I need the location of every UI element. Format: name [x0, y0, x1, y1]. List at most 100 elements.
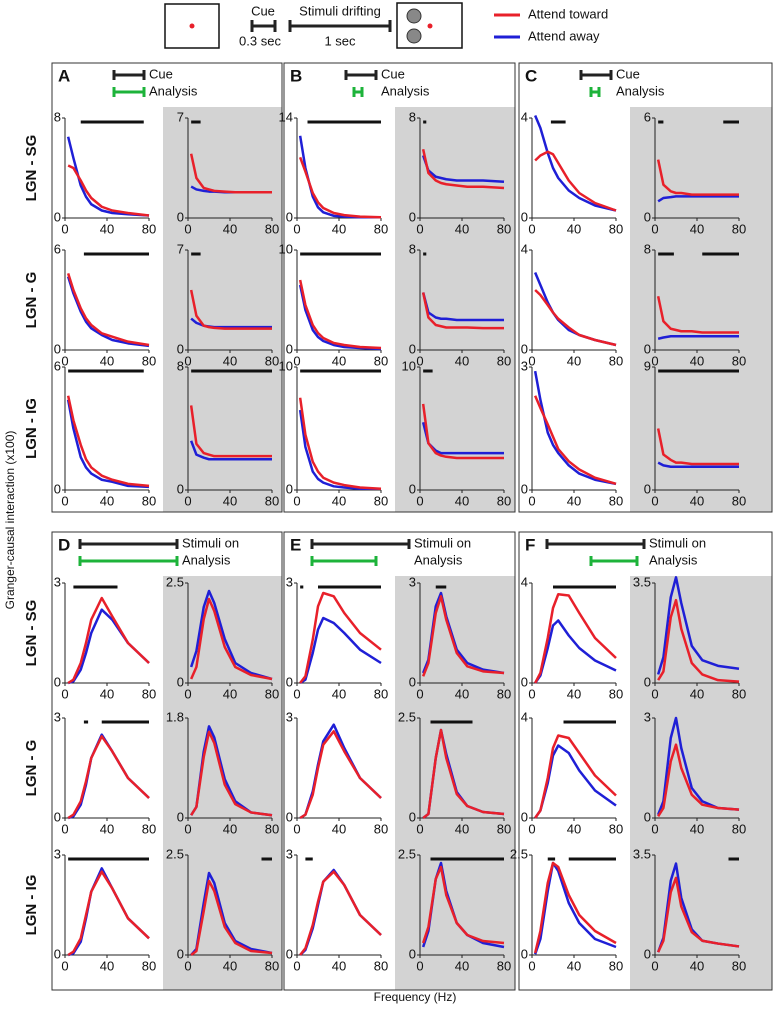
- x-tick-label: 80: [265, 353, 279, 368]
- y-tick-label: 0: [286, 209, 293, 224]
- spectrum-line: [656, 159, 739, 196]
- x-tick-label: 40: [100, 353, 114, 368]
- x-tick-label: 0: [528, 958, 535, 973]
- x-tick-label: 80: [609, 353, 623, 368]
- y-tick-label: 0: [644, 809, 651, 824]
- x-tick-label: 40: [690, 686, 704, 701]
- spectrum-line: [421, 403, 504, 460]
- y-tick-label: 3: [644, 709, 651, 724]
- x-tick-label: 0: [61, 821, 68, 836]
- x-tick-label: 40: [567, 821, 581, 836]
- spectrum-line: [298, 397, 382, 491]
- y-tick-label: 10: [279, 241, 293, 256]
- fixation-dot: [427, 23, 433, 29]
- y-tick-label: 0: [177, 341, 184, 356]
- spectrum-line: [66, 395, 150, 488]
- row-label: LGN - G: [23, 740, 40, 797]
- window-label: Stimuli on: [414, 535, 471, 550]
- x-tick-label: 80: [374, 821, 388, 836]
- grating: [406, 28, 422, 44]
- analysis-background: [630, 576, 772, 990]
- window-bar: [112, 87, 146, 97]
- x-tick-label: 40: [223, 353, 237, 368]
- panel-letter: C: [525, 66, 537, 85]
- spectrum-line: [298, 409, 381, 491]
- y-tick-label: 3: [286, 574, 293, 589]
- x-tick-label: 40: [332, 958, 346, 973]
- y-tick-label: 0: [409, 809, 416, 824]
- x-tick-label: 0: [61, 353, 68, 368]
- y-tick-label: 0: [409, 209, 416, 224]
- analysis-background: [630, 107, 772, 512]
- y-tick-label: 0: [286, 674, 293, 689]
- x-tick-label: 0: [651, 221, 658, 236]
- y-tick-label: 3: [54, 709, 61, 724]
- spectrum-line: [657, 195, 739, 203]
- row-label: LGN - SG: [23, 135, 40, 202]
- x-tick-label: 40: [332, 493, 346, 508]
- y-tick-label: 4: [521, 241, 528, 256]
- x-tick-label: 80: [497, 958, 511, 973]
- x-tick-label: 0: [528, 353, 535, 368]
- spectrum-line: [657, 743, 740, 817]
- spectrum-line: [189, 589, 273, 681]
- y-tick-label: 6: [54, 241, 61, 256]
- x-tick-label: 0: [293, 686, 300, 701]
- spectrum-line: [189, 405, 272, 458]
- x-tick-label: 80: [732, 353, 746, 368]
- panel-frame: [518, 62, 773, 513]
- x-tick-label: 80: [609, 958, 623, 973]
- window-label: Stimuli on: [649, 535, 706, 550]
- y-tick-label: 0: [54, 809, 61, 824]
- y-tick-label: 0: [286, 946, 293, 961]
- window-label: Analysis: [414, 552, 463, 567]
- y-tick-label: 0: [521, 481, 528, 496]
- x-tick-label: 0: [416, 493, 423, 508]
- x-tick-label: 0: [651, 958, 658, 973]
- spectrum-line: [66, 136, 150, 217]
- x-tick-label: 40: [567, 958, 581, 973]
- y-tick-label: 0: [177, 481, 184, 496]
- y-tick-label: 3.5: [633, 846, 651, 861]
- x-tick-label: 0: [293, 821, 300, 836]
- cue-label: Cue: [251, 3, 275, 18]
- x-tick-label: 40: [332, 353, 346, 368]
- panel-letter: A: [58, 66, 70, 85]
- spectrum-line: [421, 865, 505, 945]
- spectrum-line: [67, 608, 150, 685]
- stimuli-bar: [288, 20, 392, 32]
- y-tick-label: 0: [177, 209, 184, 224]
- x-tick-label: 80: [732, 958, 746, 973]
- spectrum-line: [656, 295, 739, 334]
- y-tick-label: 2.5: [510, 846, 528, 861]
- y-tick-label: 0: [54, 674, 61, 689]
- spectrum-line: [67, 596, 150, 685]
- x-tick-label: 80: [609, 493, 623, 508]
- y-tick-label: 3: [286, 846, 293, 861]
- spectrum-line: [657, 461, 739, 469]
- panel-frame: [283, 62, 516, 513]
- x-tick-label: 40: [690, 493, 704, 508]
- y-tick-label: 0: [286, 481, 293, 496]
- row-label: LGN - SG: [23, 600, 40, 667]
- y-tick-label: 3: [521, 358, 528, 373]
- window-bar: [78, 539, 179, 549]
- spectrum-line: [421, 155, 505, 183]
- y-tick-label: 0: [177, 809, 184, 824]
- spectrum-line: [67, 735, 150, 820]
- y-tick-label: 10: [279, 358, 293, 373]
- window-bar: [579, 70, 613, 80]
- spectrum-line: [298, 156, 382, 219]
- x-tick-label: 0: [184, 821, 191, 836]
- x-tick-label: 0: [61, 221, 68, 236]
- x-tick-label: 40: [455, 686, 469, 701]
- spectrum-line: [298, 284, 382, 351]
- x-tick-label: 80: [609, 686, 623, 701]
- spectrum-line: [422, 728, 505, 819]
- x-tick-label: 40: [100, 821, 114, 836]
- x-tick-label: 80: [142, 221, 156, 236]
- y-tick-label: 8: [644, 241, 651, 256]
- fixation-dot: [189, 23, 195, 29]
